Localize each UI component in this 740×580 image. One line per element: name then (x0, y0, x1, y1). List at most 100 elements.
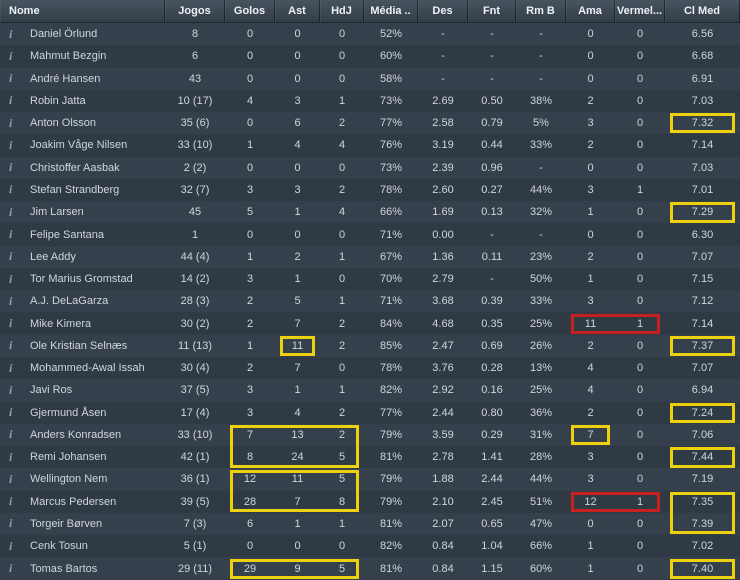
table-row[interactable]: i Jim Larsen 45 5 1 4 66% 1.69 0.13 32% 1 0 7.29 (0, 201, 740, 224)
player-name[interactable]: Torgeir Børven (30, 517, 103, 530)
player-name[interactable]: Jim Larsen (30, 206, 84, 219)
player-name[interactable]: Remi Johansen (30, 451, 107, 464)
info-icon[interactable]: i (9, 316, 13, 331)
column-header-fnt[interactable]: Fnt (468, 0, 516, 22)
table-row[interactable]: i Tomas Bartos 29 (11) 29 9 5 81% 0.84 1.15 60% 1 0… (0, 557, 740, 580)
info-icon[interactable]: i (9, 93, 13, 108)
player-name[interactable]: Anders Konradsen (30, 428, 122, 441)
table-row[interactable]: i Joakim Våge Nilsen 33 (10) 1 4 4 76% 3.19 0.44… (0, 134, 740, 157)
player-name[interactable]: Mike Kimera (30, 317, 92, 330)
table-row[interactable]: i Mohammed-Awal Issah 30 (4) 2 7 0 78% 3.76 0.28… (0, 356, 740, 380)
info-icon[interactable]: i (9, 449, 13, 464)
column-header-media[interactable]: Média .. (364, 0, 418, 22)
cell-hdj: 2 (338, 117, 346, 130)
player-name[interactable]: A.J. DeLaGarza (30, 295, 109, 308)
cell-vermel: 0 (636, 117, 644, 130)
player-name[interactable]: Mohammed-Awal Issah (30, 362, 145, 375)
table-row[interactable]: i Ole Kristian Selnæs 11 (13) 1 11 2 85% 2.47 0.… (0, 334, 740, 357)
table-row[interactable]: i Wellington Nem 36 (1) 12 11 5 79% 1.88 2.44 44%… (0, 468, 740, 491)
info-icon[interactable]: i (9, 494, 13, 509)
player-name[interactable]: Daniel Örlund (30, 28, 98, 41)
table-row[interactable]: i Mike Kimera 30 (2) 2 7 2 84% 4.68 0.35 25% 11 1 7.… (0, 312, 740, 335)
player-name[interactable]: Wellington Nem (30, 473, 108, 486)
cell-rmb: 33% (529, 295, 553, 308)
column-header-golos[interactable]: Golos (225, 0, 275, 22)
table-row[interactable]: i Daniel Örlund 8 0 0 0 52% - - - 0 0 6.56 (0, 23, 740, 46)
player-name[interactable]: Javi Ros (30, 384, 73, 397)
info-icon[interactable]: i (9, 405, 13, 420)
info-icon[interactable]: i (9, 382, 13, 397)
info-icon[interactable]: i (9, 26, 13, 41)
table-row[interactable]: i A.J. DeLaGarza 28 (3) 2 5 1 71% 3.68 0.39 33% 3 0… (0, 290, 740, 313)
table-row[interactable]: i Anton Olsson 35 (6) 0 6 2 77% 2.58 0.79 5% 3 0 7.3… (0, 112, 740, 135)
table-row[interactable]: i Christoffer Aasbak 2 (2) 0 0 0 73% 2.39 0.96 - 0… (0, 156, 740, 179)
cell-clmed: 6.56 (691, 28, 714, 41)
player-name[interactable]: Anton Olsson (30, 117, 97, 130)
player-name[interactable]: Stefan Strandberg (30, 183, 120, 196)
table-row[interactable]: i Stefan Strandberg 32 (7) 3 3 2 78% 2.60 0.27 44… (0, 178, 740, 202)
column-header-ast[interactable]: Ast (275, 0, 320, 22)
player-name[interactable]: Ole Kristian Selnæs (30, 339, 128, 352)
cell-jogos: 2 (2) (183, 161, 207, 174)
table-row[interactable]: i Marcus Pedersen 39 (5) 28 7 8 79% 2.10 2.45 51%… (0, 490, 740, 513)
info-icon[interactable]: i (9, 338, 13, 353)
cell-clmed: 7.06 (691, 428, 714, 441)
column-header-nome[interactable]: Nome (0, 0, 165, 22)
column-header-des[interactable]: Des (418, 0, 468, 22)
info-icon[interactable]: i (9, 538, 13, 553)
player-name[interactable]: Marcus Pedersen (30, 495, 117, 508)
column-header-rmb[interactable]: Rm B (516, 0, 566, 22)
player-name[interactable]: Cenk Tosun (30, 540, 88, 553)
info-icon[interactable]: i (9, 427, 13, 442)
info-icon[interactable]: i (9, 182, 13, 197)
player-name[interactable]: Lee Addy (30, 250, 76, 263)
info-icon[interactable]: i (9, 115, 13, 130)
table-row[interactable]: i Torgeir Børven 7 (3) 6 1 1 81% 2.07 0.65 47% 0 0 7… (0, 512, 740, 536)
table-row[interactable]: i Lee Addy 44 (4) 1 2 1 67% 1.36 0.11 23% 2 0 7.07 (0, 245, 740, 268)
player-name[interactable]: Joakim Våge Nilsen (30, 139, 128, 152)
cell-des: 0.00 (432, 228, 454, 241)
info-icon[interactable]: i (9, 360, 13, 375)
player-name[interactable]: Tomas Bartos (30, 562, 98, 575)
player-name[interactable]: Felipe Santana (30, 228, 104, 241)
cell-des: 2.10 (432, 495, 454, 508)
player-name[interactable]: Christoffer Aasbak (30, 161, 120, 174)
player-name[interactable]: André Hansen (30, 72, 101, 85)
cell-media: 70% (379, 273, 403, 286)
info-icon[interactable]: i (9, 293, 13, 308)
cell-golos: 0 (246, 161, 254, 174)
table-row[interactable]: i Felipe Santana 1 0 0 0 71% 0.00 - - 0 0 6.30 (0, 223, 740, 246)
table-row[interactable]: i Remi Johansen 42 (1) 8 24 5 81% 2.78 1.41 28% 3 0… (0, 446, 740, 469)
table-row[interactable]: i Robin Jatta 10 (17) 4 3 1 73% 2.69 0.50 38% 2 0 7.… (0, 89, 740, 113)
table-row[interactable]: i Tor Marius Gromstad 14 (2) 3 1 0 70% 2.79 - 50%… (0, 267, 740, 291)
player-name[interactable]: Gjermund Åsen (30, 406, 107, 419)
info-icon[interactable]: i (9, 249, 13, 264)
cell-des: - (441, 50, 445, 63)
info-icon[interactable]: i (9, 137, 13, 152)
table-row[interactable]: i Mahmut Bezgin 6 0 0 0 60% - - - 0 0 6.68 (0, 45, 740, 68)
info-icon[interactable]: i (9, 516, 13, 531)
info-icon[interactable]: i (9, 160, 13, 175)
cell-golos: 28 (243, 495, 257, 508)
info-icon[interactable]: i (9, 471, 13, 486)
column-header-clmed[interactable]: Cl Med (665, 0, 740, 22)
table-row[interactable]: i Gjermund Åsen 17 (4) 3 4 2 77% 2.44 0.80 36% 2 0 7… (0, 401, 740, 424)
info-icon[interactable]: i (9, 227, 13, 242)
info-icon[interactable]: i (9, 204, 13, 219)
cell-hdj: 1 (338, 295, 346, 308)
column-header-jogos[interactable]: Jogos (165, 0, 225, 22)
table-row[interactable]: i Anders Konradsen 33 (10) 7 13 2 79% 3.59 0.29 3… (0, 423, 740, 447)
player-name[interactable]: Robin Jatta (30, 94, 86, 107)
info-icon[interactable]: i (9, 48, 13, 63)
info-icon[interactable]: i (9, 71, 13, 86)
info-icon[interactable]: i (9, 271, 13, 286)
table-row[interactable]: i Javi Ros 37 (5) 3 1 1 82% 2.92 0.16 25% 4 0 6.94 (0, 379, 740, 402)
player-name[interactable]: Mahmut Bezgin (30, 50, 107, 63)
column-header-hdj[interactable]: HdJ (320, 0, 364, 22)
player-name[interactable]: Tor Marius Gromstad (30, 273, 133, 286)
column-header-ama[interactable]: Ama (566, 0, 615, 22)
info-icon[interactable]: i (9, 561, 13, 575)
column-header-vermel[interactable]: Vermel... (615, 0, 665, 22)
table-row[interactable]: i Cenk Tosun 5 (1) 0 0 0 82% 0.84 1.04 66% 1 0 7.02 (0, 535, 740, 558)
table-row[interactable]: i André Hansen 43 0 0 0 58% - - - 0 0 6.91 (0, 67, 740, 90)
